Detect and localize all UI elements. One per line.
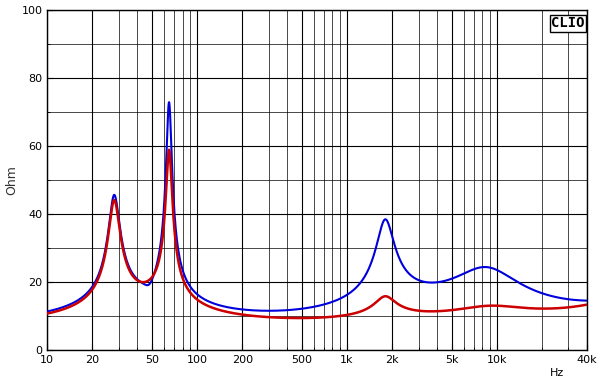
Text: CLIO: CLIO (551, 17, 584, 30)
Y-axis label: Ohm: Ohm (5, 165, 19, 195)
Text: Hz: Hz (549, 368, 564, 379)
